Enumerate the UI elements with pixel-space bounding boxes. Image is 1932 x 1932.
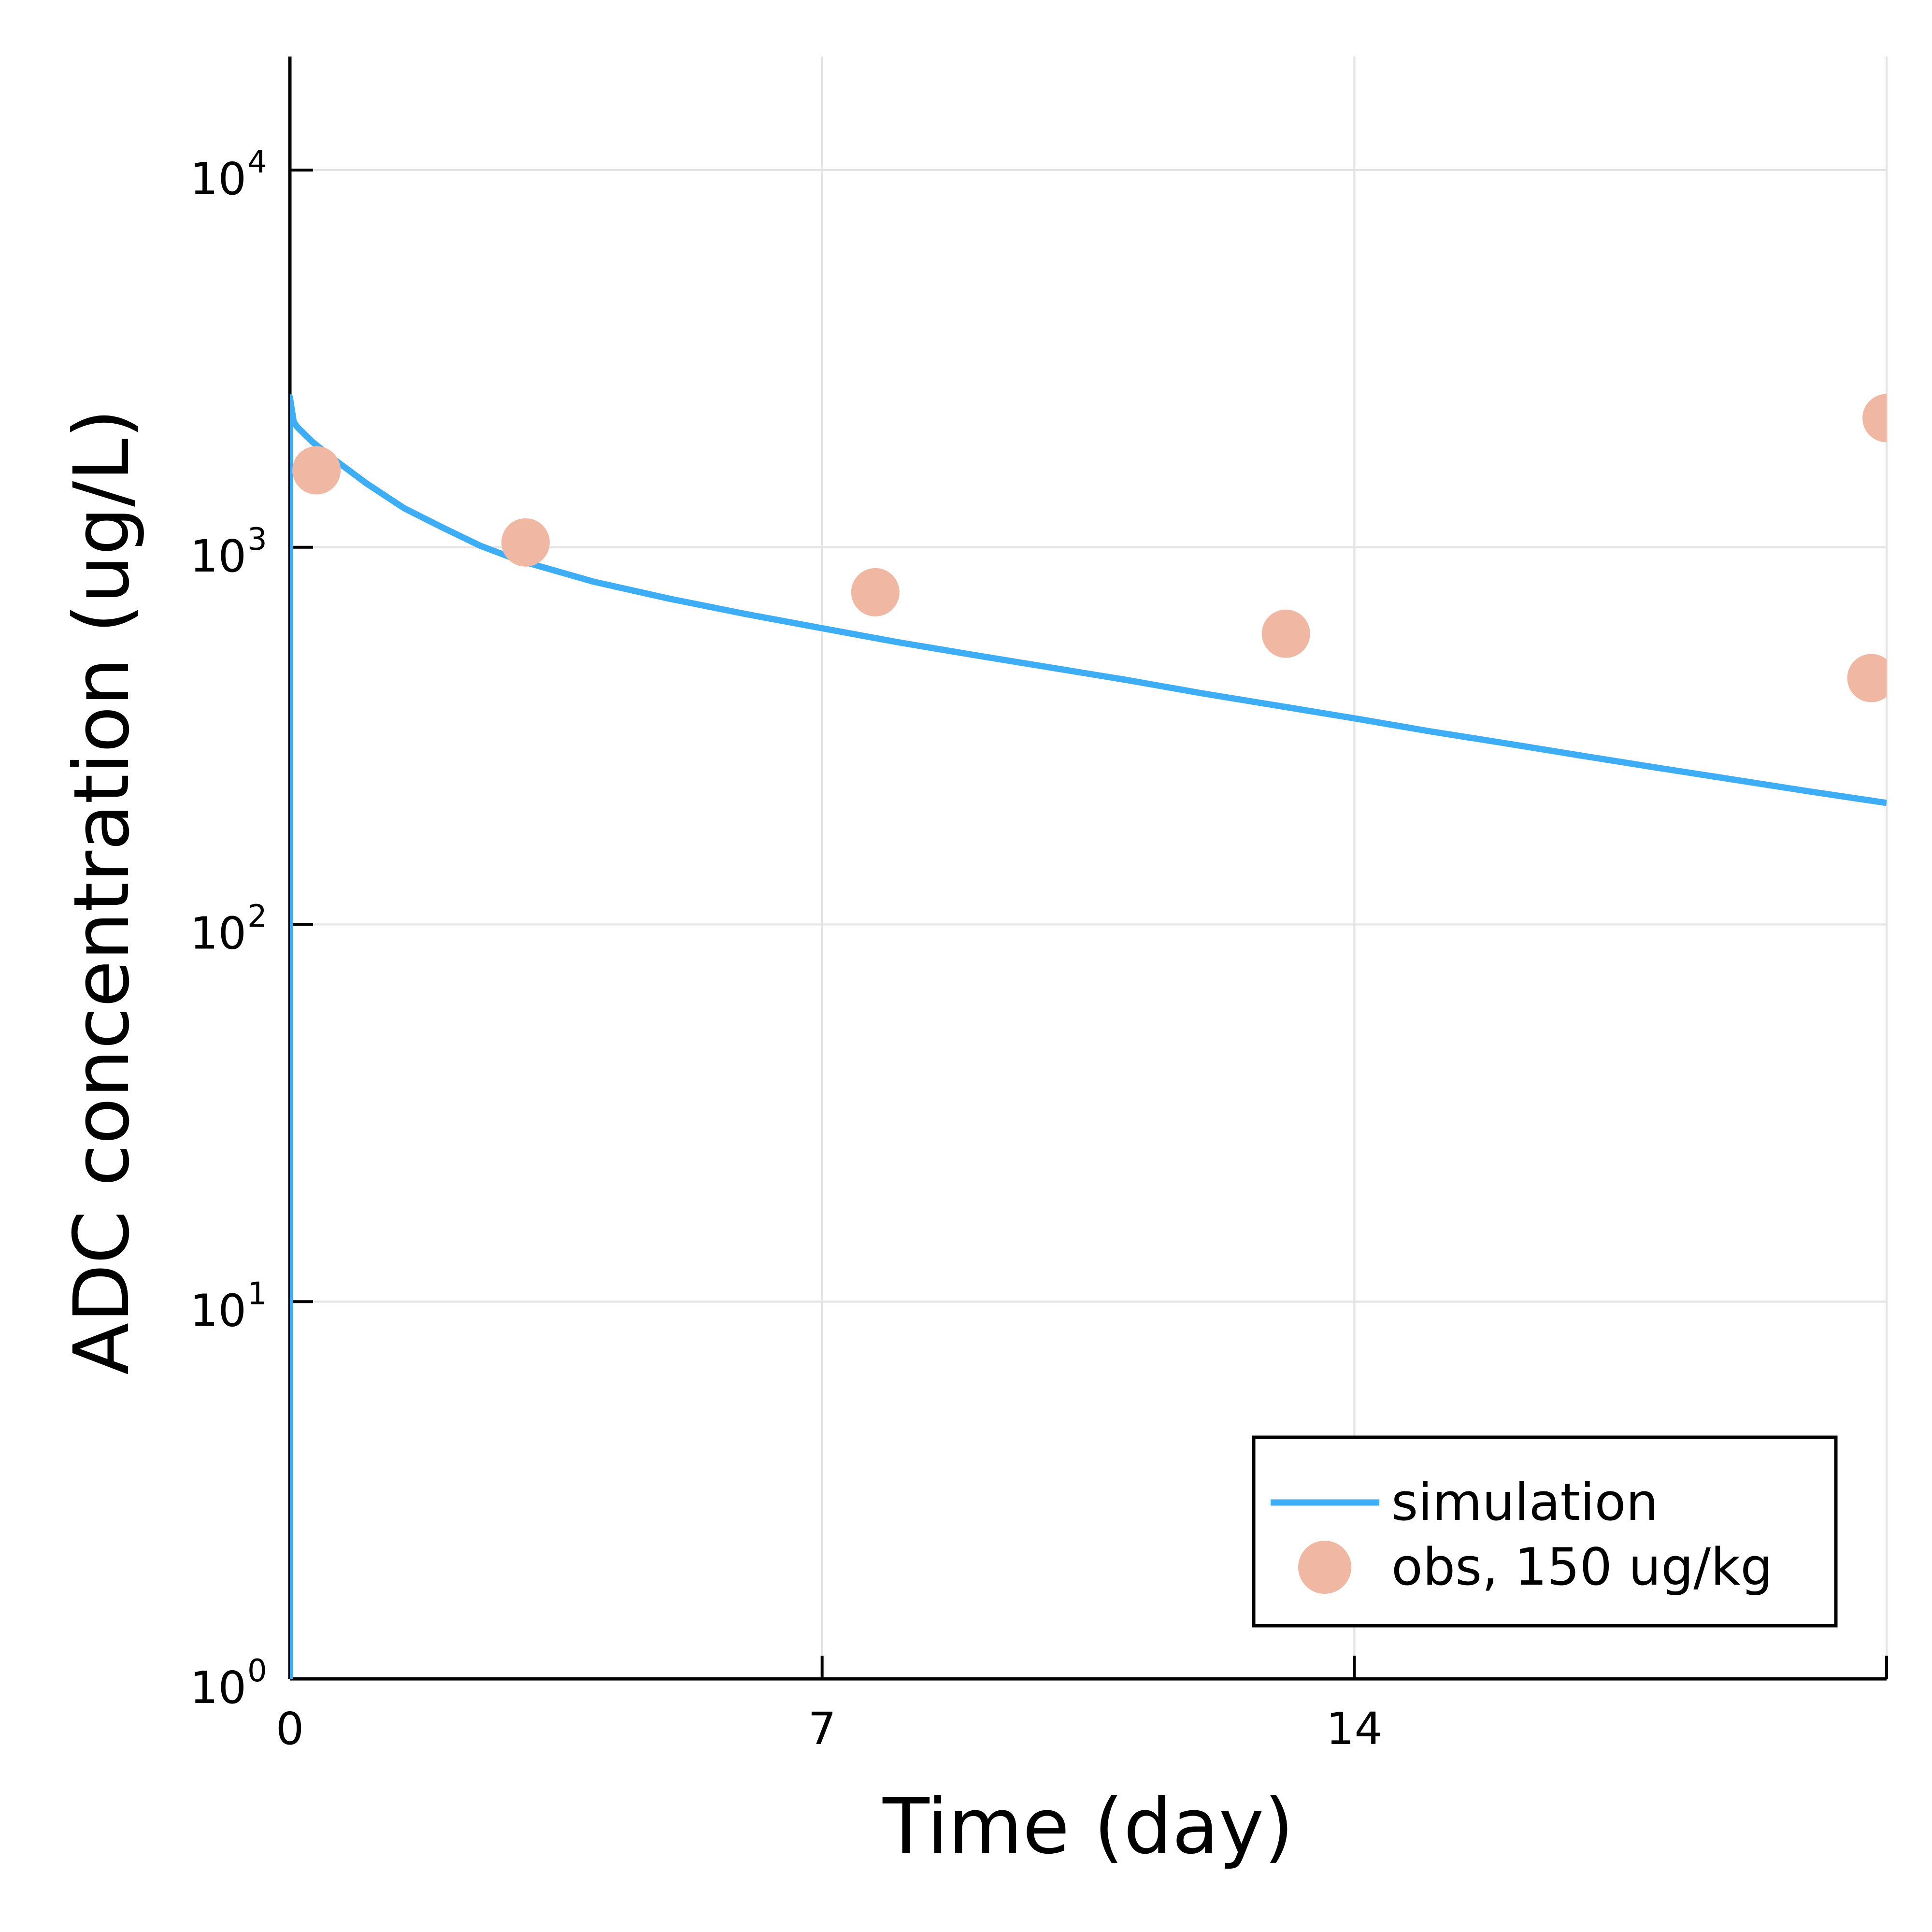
observation-point	[1261, 609, 1310, 658]
observation-point	[851, 568, 900, 616]
y-tick-label: 10	[190, 1285, 246, 1336]
observation-point	[501, 518, 550, 567]
observation-point	[1847, 654, 1887, 702]
y-tick-exponent: 4	[247, 144, 267, 180]
y-tick-exponent: 2	[247, 899, 267, 935]
y-tick-label: 10	[190, 1662, 246, 1714]
observation-point	[292, 446, 341, 495]
y-tick-exponent: 1	[247, 1276, 267, 1312]
y-tick-exponent: 3	[247, 522, 267, 558]
x-tick-label: 14	[1326, 1703, 1383, 1755]
x-tick-label: 0	[276, 1703, 304, 1755]
y-tick-label: 10	[190, 908, 246, 959]
y-tick-exponent: 0	[247, 1653, 267, 1689]
legend-label: obs, 150 ug/kg	[1391, 1537, 1773, 1597]
legend-label: simulation	[1391, 1473, 1659, 1532]
y-axis-title: ADC concentration (ug/L)	[57, 409, 146, 1375]
legend-marker-swatch	[1298, 1541, 1351, 1594]
x-tick-label: 7	[808, 1703, 836, 1755]
y-tick-label: 10	[190, 153, 246, 205]
legend-box	[1252, 1435, 1838, 1628]
series-layer	[290, 394, 1887, 1679]
y-tick-label: 10	[190, 530, 246, 582]
observation-point	[1862, 394, 1887, 443]
x-axis-title: Time (day)	[882, 1782, 1294, 1871]
